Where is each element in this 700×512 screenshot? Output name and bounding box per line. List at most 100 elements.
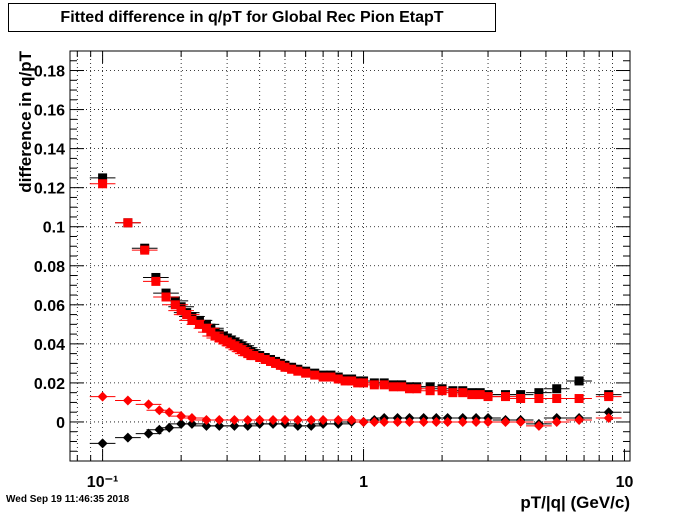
y-tick-label: 0.04 [34,337,65,354]
data-point [249,351,259,361]
series-3 [89,391,622,431]
data-point [404,416,415,427]
data-point [501,392,511,402]
data-point [186,413,197,424]
data-point [254,415,265,425]
data-point [475,390,485,400]
data-point [266,356,276,366]
x-tick-label: 10⁻¹ [87,474,119,491]
data-point [151,276,161,286]
data-point [379,380,389,390]
chart-title: Fitted difference in q/pT for Global Rec… [60,9,444,26]
series-1 [89,179,622,404]
data-point [397,382,407,392]
data-point [271,358,281,368]
data-point [143,399,154,410]
data-point [458,388,468,398]
data-point [293,366,303,376]
data-point [604,392,614,402]
data-point [347,376,357,386]
y-tick-label: 0.02 [34,376,65,393]
data-point [280,362,290,372]
data-point [457,416,468,427]
data-point [229,415,240,425]
data-point [292,415,303,425]
data-point [170,300,180,310]
data-point [552,394,562,404]
data-point [306,420,317,431]
data-point [333,374,343,384]
data-point [122,432,133,443]
data-point [292,420,303,431]
data-point [194,319,204,329]
data-point [123,218,133,228]
data-point [140,245,150,255]
data-point [187,315,197,325]
y-tick-label: 0.08 [34,259,65,276]
data-point [574,415,585,425]
data-point [214,420,225,431]
data-point [603,413,614,424]
data-point [176,411,187,422]
data-point [242,420,253,431]
data-point [574,376,584,386]
x-tick-label: 10 [616,474,634,491]
data-point [260,354,270,364]
data-point [275,360,285,370]
data-point [379,416,390,427]
tick-labels: 0 0.02 0.04 0.06 0.08 0.1 0.12 0.14 0.16 0.18 10⁻¹… [34,64,634,491]
data-point [186,418,197,429]
data-point [333,415,344,425]
data-point [310,370,320,380]
data-layer [89,173,622,449]
axis-ticks [70,50,630,462]
y-tick-label: 0 [56,415,65,432]
grid [70,51,630,462]
data-point [500,416,511,427]
data-point [97,438,108,449]
data-point [255,353,265,363]
data-point [122,395,133,406]
data-point [161,292,171,302]
data-point [483,416,494,427]
data-point [574,394,584,404]
data-point [534,388,544,398]
y-axis-label: difference in q/pT [16,50,35,192]
data-point [534,394,544,404]
data-point [515,416,526,427]
title-box: Fitted difference in q/pT for Global Rec… [8,3,496,32]
y-tick-label: 0.18 [34,64,65,81]
data-point [164,407,175,418]
series-0 [89,173,622,400]
data-point [359,378,369,388]
data-point [442,416,453,427]
data-point [483,392,493,402]
data-point [412,384,422,394]
data-point [182,310,192,320]
x-tick-label: 1 [359,474,368,491]
data-point [516,394,526,404]
data-point [551,416,562,427]
y-tick-label: 0.14 [34,142,65,159]
data-point [98,179,108,189]
data-point [533,420,544,431]
data-point [98,173,108,183]
y-tick-label: 0.06 [34,298,65,315]
y-tick-label: 0.16 [34,103,65,120]
data-point [552,384,562,394]
data-point [143,428,154,439]
data-point [326,372,336,382]
data-point [176,306,186,316]
data-point [603,407,614,418]
y-tick-label: 0.1 [43,220,65,237]
data-point [164,422,175,433]
data-point [346,415,357,425]
data-point [318,415,329,425]
x-axis-label: pT/|q| (GeV/c) [520,493,630,512]
data-point [437,386,447,396]
data-point [287,364,297,374]
data-point [229,420,240,431]
data-point [97,391,108,402]
y-tick-label: 0.12 [34,181,65,198]
